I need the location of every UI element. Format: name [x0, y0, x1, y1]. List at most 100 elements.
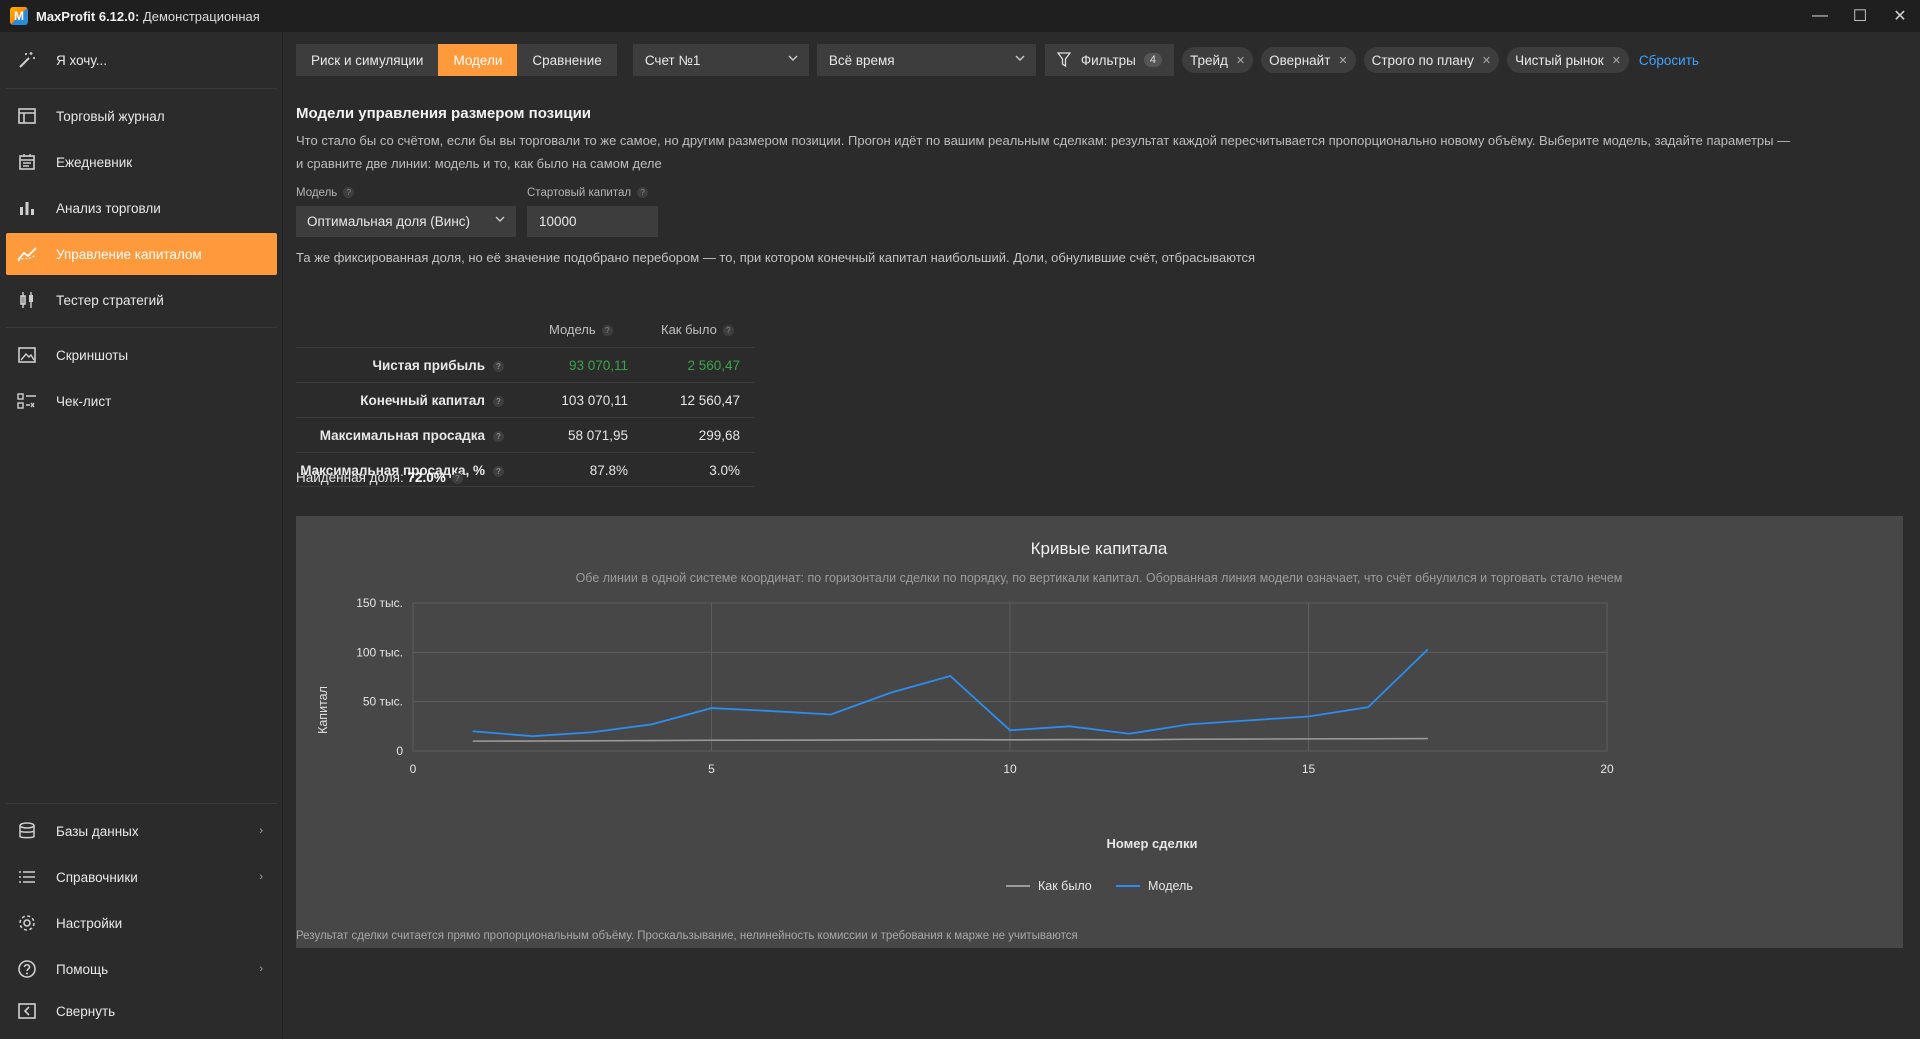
nav-i-want[interactable]: Я хочу...: [6, 39, 277, 81]
results-table: Модель? Как было? Чистая прибыль? 93 070…: [296, 314, 754, 487]
window-controls: — ☐ ✕: [1800, 0, 1920, 32]
nav-help[interactable]: Помощь ›: [6, 948, 277, 990]
table-icon: [16, 105, 38, 127]
y-tick-label: 100 тыс.: [356, 645, 403, 659]
model-select[interactable]: Оптимальная доля (Винс): [296, 206, 516, 237]
nav-label: Тестер стратегий: [56, 292, 164, 308]
help-icon[interactable]: ?: [493, 395, 504, 407]
help-icon[interactable]: ?: [601, 325, 613, 337]
tab-comparison[interactable]: Сравнение: [517, 44, 617, 76]
period-select[interactable]: Всё время: [816, 44, 1036, 76]
found-fraction-value: 72.0%: [407, 470, 446, 485]
chart-subtitle: Обе линии в одной системе координат: по …: [576, 571, 1623, 585]
nav-label: Анализ торговли: [56, 200, 161, 216]
app-name: MaxProfit 6.12.0:: [36, 8, 140, 24]
chart-title: Кривые капитала: [1031, 539, 1168, 558]
x-tick-label: 0: [410, 762, 417, 776]
x-tick-label: 15: [1302, 762, 1316, 776]
filter-icon: [1056, 52, 1071, 68]
close-icon[interactable]: ✕: [1481, 54, 1492, 67]
legend-label[interactable]: Модель: [1148, 879, 1193, 893]
title-bar: M MaxProfit 6.12.0: Демонстрационная — ☐…: [0, 0, 1920, 32]
column-header-model: Модель?: [549, 322, 613, 337]
cell-model-value: 58 071,95: [567, 428, 628, 443]
chart-series: [472, 648, 1429, 742]
chevron-down-icon: [494, 213, 506, 228]
chart-grid: [412, 602, 1608, 752]
series-line-as-was: [472, 737, 1428, 742]
cell-was-value: 299,68: [698, 428, 740, 443]
filter-chip-label: Строго по плану: [1371, 52, 1474, 68]
row-label: Чистая прибыль?: [373, 358, 504, 373]
row-label: Конечный капитал?: [360, 393, 504, 408]
table-row: Максимальная просадка, %? 87.8% 3.0%: [296, 452, 754, 487]
trend-line-icon: [16, 243, 38, 265]
nav-trade-journal[interactable]: Торговый журнал: [6, 95, 277, 137]
calendar-icon: [16, 151, 38, 173]
nav-label: Управление капиталом: [56, 246, 202, 262]
y-tick-label: 0: [396, 744, 403, 758]
app-edition: Демонстрационная: [142, 8, 260, 24]
help-icon[interactable]: ?: [493, 360, 504, 372]
close-icon[interactable]: ✕: [1338, 54, 1348, 67]
toolbar: Риск и симуляции Модели Сравнение Счет №…: [296, 44, 1699, 76]
filter-chip: Трейд ✕: [1182, 47, 1254, 73]
checklist-icon: [16, 390, 38, 412]
cell-was-value: 3.0%: [709, 463, 740, 478]
model-description: Та же фиксированная доля, но её значение…: [296, 250, 1256, 265]
account-select[interactable]: Счет №1: [632, 44, 809, 76]
chevron-right-icon: ›: [259, 963, 263, 975]
close-icon[interactable]: ✕: [1235, 54, 1246, 67]
nav-planner[interactable]: Ежедневник: [6, 141, 277, 183]
row-label-text: Максимальная просадка: [319, 428, 485, 443]
chart-axes: 0 50 тыс. 100 тыс. 150 тыс. 0 5 10 15 20: [356, 596, 1614, 776]
row-label-text: Конечный капитал: [360, 393, 485, 408]
nav-strategy-tester[interactable]: Тестер стратегий: [6, 279, 277, 321]
filter-chip-label: Трейд: [1190, 52, 1228, 68]
minimize-button[interactable]: —: [1812, 7, 1828, 24]
help-icon[interactable]: ?: [451, 472, 463, 484]
y-tick-label: 150 тыс.: [356, 596, 403, 610]
chevron-right-icon: ›: [259, 871, 263, 883]
divider: [6, 803, 277, 804]
tab-risk-simulations[interactable]: Риск и симуляции: [296, 44, 439, 76]
nav-money-management[interactable]: Управление капиталом: [6, 233, 277, 275]
tab-models[interactable]: Модели: [438, 44, 518, 76]
starting-capital-input[interactable]: [527, 206, 658, 237]
maximize-button[interactable]: ☐: [1852, 8, 1868, 25]
table-row: Конечный капитал? 103 070,11 12 560,47: [296, 382, 754, 417]
help-icon[interactable]: ?: [343, 187, 355, 199]
nav-label: Свернуть: [56, 1003, 116, 1019]
nav-trade-analysis[interactable]: Анализ торговли: [6, 187, 277, 229]
nav-settings[interactable]: Настройки: [6, 902, 277, 944]
nav-checklist[interactable]: Чек-лист: [6, 380, 277, 422]
filters-button[interactable]: Фильтры 4: [1044, 44, 1174, 76]
close-icon[interactable]: ✕: [1611, 54, 1621, 67]
reset-filters-link[interactable]: Сбросить: [1638, 52, 1699, 68]
nav-screenshots[interactable]: Скриншоты: [6, 334, 277, 376]
gear-icon: [16, 912, 38, 934]
cell-model-value: 87.8%: [589, 463, 628, 478]
series-line-model: [472, 648, 1429, 738]
nav-databases[interactable]: Базы данных ›: [6, 810, 277, 852]
help-icon[interactable]: ?: [493, 430, 504, 442]
nav-label: Ежедневник: [56, 154, 133, 170]
main-content: Риск и симуляции Модели Сравнение Счет №…: [283, 32, 1920, 1039]
help-icon[interactable]: ?: [493, 465, 504, 477]
nav-references[interactable]: Справочники ›: [6, 856, 277, 898]
image-icon: [16, 344, 38, 366]
chevron-down-icon: [787, 52, 799, 67]
help-icon[interactable]: ?: [722, 325, 734, 337]
close-button[interactable]: ✕: [1893, 8, 1907, 25]
row-label: Максимальная просадка?: [320, 428, 504, 443]
legend-label[interactable]: Как было: [1038, 879, 1092, 893]
nav-collapse[interactable]: Свернуть: [6, 990, 277, 1032]
help-icon[interactable]: ?: [637, 187, 649, 199]
filter-chip: Чистый рынок ✕: [1507, 47, 1629, 73]
divider: [6, 327, 277, 328]
description-line: Что стало бы со счётом, если бы вы торго…: [296, 133, 1791, 148]
chart-legend: Как было Модель: [1006, 879, 1193, 893]
column-header-label: Модель: [549, 322, 596, 337]
cell-was-value: 2 560,47: [687, 358, 740, 373]
equity-chart: Кривые капитала Обе линии в одной систем…: [316, 539, 1623, 893]
